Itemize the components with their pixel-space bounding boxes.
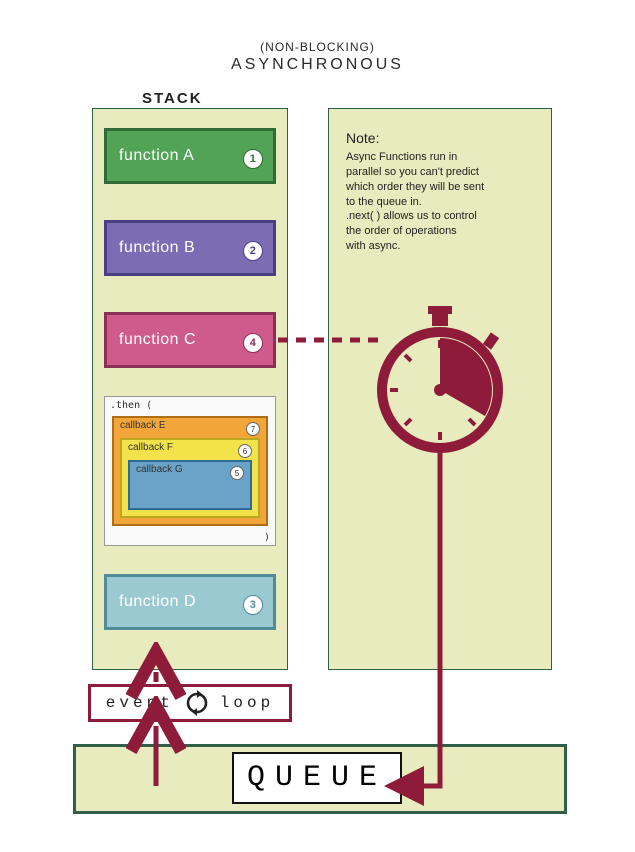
loop-icon bbox=[184, 690, 210, 716]
callback-f-order-badge: 6 bbox=[238, 444, 252, 458]
function-a-order-badge: 1 bbox=[243, 149, 263, 169]
note-body: Async Functions run in parallel so you c… bbox=[346, 150, 536, 254]
callback-e-label: callback E bbox=[120, 420, 166, 431]
then-open-label: .then ( bbox=[110, 400, 152, 411]
function-b-box: function B 2 bbox=[104, 220, 276, 276]
header-title: ASYNCHRONOUS bbox=[0, 56, 635, 74]
function-b-order-badge: 2 bbox=[243, 241, 263, 261]
note-title: Note: bbox=[346, 130, 379, 146]
callback-g-label: callback G bbox=[136, 464, 183, 475]
function-c-order-badge: 4 bbox=[243, 333, 263, 353]
callback-f-label: callback F bbox=[128, 442, 173, 453]
event-loop-text-left: event bbox=[106, 694, 174, 712]
stack-title: STACK bbox=[142, 90, 203, 107]
header-subtitle: (NON-BLOCKING) bbox=[0, 40, 635, 54]
event-loop-text-right: loop bbox=[220, 694, 274, 712]
function-a-box: function A 1 bbox=[104, 128, 276, 184]
function-d-label: function D bbox=[119, 593, 196, 611]
function-a-label: function A bbox=[119, 147, 194, 165]
function-b-label: function B bbox=[119, 239, 195, 257]
diagram-canvas: (NON-BLOCKING) ASYNCHRONOUS STACK Note: … bbox=[0, 0, 635, 852]
queue-label: QUEUE bbox=[232, 752, 402, 804]
function-d-order-badge: 3 bbox=[243, 595, 263, 615]
function-c-box: function C 4 bbox=[104, 312, 276, 368]
event-loop-box: event loop bbox=[88, 684, 292, 722]
then-close-label: ) bbox=[264, 532, 270, 543]
function-d-box: function D 3 bbox=[104, 574, 276, 630]
callback-g-box: callback G 5 bbox=[128, 460, 252, 510]
function-c-label: function C bbox=[119, 331, 196, 349]
callback-g-order-badge: 5 bbox=[230, 466, 244, 480]
callback-e-order-badge: 7 bbox=[246, 422, 260, 436]
